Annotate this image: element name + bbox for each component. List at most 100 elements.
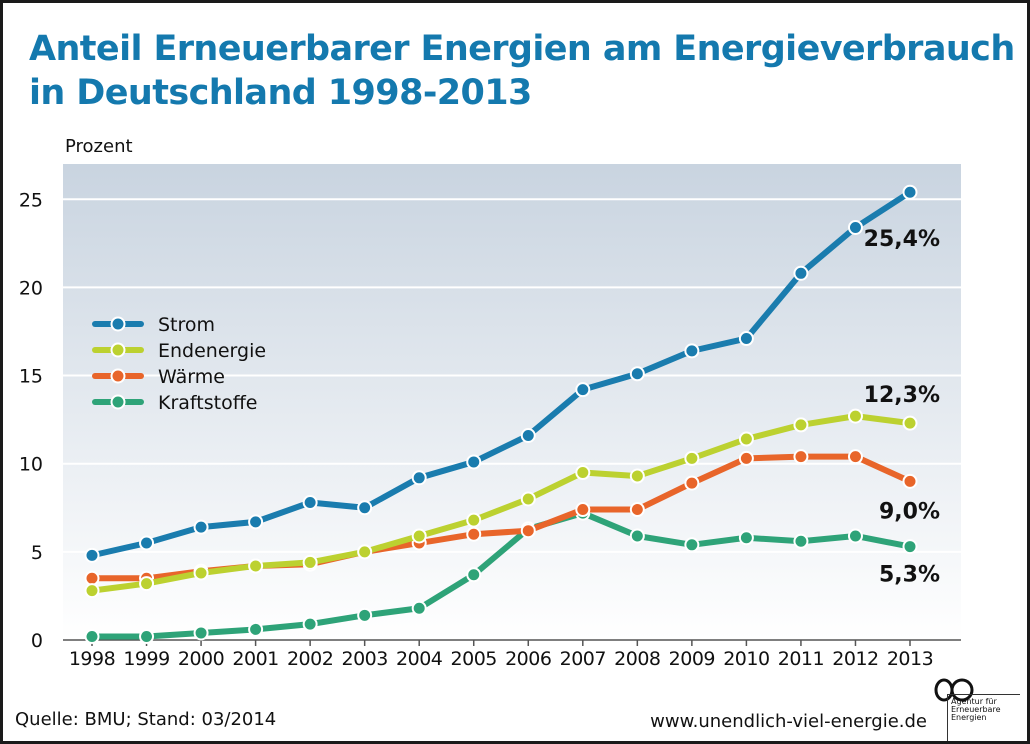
data-point-endenergie-2006 — [520, 491, 536, 507]
legend-swatch-dot-endenergie — [110, 342, 126, 358]
x-tick-label-2008: 2008 — [614, 648, 660, 670]
y-tick-label-15: 15 — [19, 366, 43, 388]
data-point-strom-1998 — [84, 547, 100, 563]
legend-label-w-rme: Wärme — [158, 366, 225, 388]
legend-item-w-rme: Wärme — [92, 366, 225, 388]
legend-swatch-dot-w-rme — [110, 368, 126, 384]
chart-title: Anteil Erneuerbarer Energien am Energiev… — [29, 27, 1015, 115]
y-tick-label-5: 5 — [31, 542, 43, 564]
end-label-w-rme: 9,0% — [879, 499, 940, 524]
data-point-endenergie-2011 — [793, 417, 809, 433]
series-endenergie — [84, 408, 918, 599]
series-line-kraftstoffe — [89, 510, 913, 640]
end-label-strom: 25,4% — [864, 227, 940, 252]
data-point-kraftstoffe-2011 — [793, 533, 809, 549]
data-point-endenergie-2009 — [684, 450, 700, 466]
data-point-kraftstoffe-1998 — [84, 628, 100, 644]
x-tick-label-2007: 2007 — [560, 648, 606, 670]
data-point-strom-2001 — [248, 514, 264, 530]
x-tick-label-2005: 2005 — [451, 648, 497, 670]
data-point-strom-2007 — [575, 382, 591, 398]
end-label-endenergie: 12,3% — [864, 383, 940, 408]
data-point-kraftstoffe-2008 — [629, 528, 645, 544]
data-point-kraftstoffe-2010 — [738, 530, 754, 546]
data-point-kraftstoffe-2000 — [193, 625, 209, 641]
data-point-kraftstoffe-1999 — [139, 628, 155, 644]
legend-item-strom: Strom — [92, 314, 215, 336]
data-point-kraftstoffe-2009 — [684, 537, 700, 553]
data-point-strom-2009 — [684, 343, 700, 359]
data-point-kraftstoffe-2001 — [248, 621, 264, 637]
data-point-kraftstoffe-2004 — [411, 600, 427, 616]
data-point-endenergie-2012 — [847, 408, 863, 424]
logo-frame — [947, 694, 1020, 741]
data-point-endenergie-2003 — [357, 544, 373, 560]
data-point-strom-2003 — [357, 500, 373, 516]
logo-text: Agentur für Erneuerbare Energien — [951, 698, 1021, 722]
end-label-kraftstoffe: 5,3% — [879, 563, 940, 588]
legend-item-endenergie: Endenergie — [92, 340, 266, 362]
data-point-kraftstoffe-2002 — [302, 616, 318, 632]
data-point-w-rme-2011 — [793, 449, 809, 465]
legend-label-strom: Strom — [158, 314, 215, 336]
x-tick-label-1998: 1998 — [69, 648, 115, 670]
data-point-endenergie-1998 — [84, 583, 100, 599]
data-point-strom-2006 — [520, 427, 536, 443]
source-note: Quelle: BMU; Stand: 03/2014 — [15, 709, 277, 730]
series-strom — [84, 184, 918, 563]
data-point-w-rme-2013 — [902, 473, 918, 489]
x-tick-label-2003: 2003 — [341, 648, 387, 670]
series-kraftstoffe — [84, 505, 918, 644]
legend-swatch-dot-kraftstoffe — [110, 394, 126, 410]
data-point-endenergie-2010 — [738, 431, 754, 447]
data-point-endenergie-2005 — [466, 512, 482, 528]
data-point-kraftstoffe-2003 — [357, 607, 373, 623]
data-point-kraftstoffe-2012 — [847, 528, 863, 544]
x-tick-label-2011: 2011 — [778, 648, 824, 670]
plot-area — [63, 164, 961, 640]
data-point-strom-1999 — [139, 535, 155, 551]
legend-label-endenergie: Endenergie — [158, 340, 266, 362]
legend-swatch-dot-strom — [110, 316, 126, 332]
data-point-strom-2002 — [302, 494, 318, 510]
y-tick-label-10: 10 — [19, 454, 43, 476]
data-point-endenergie-2002 — [302, 554, 318, 570]
data-point-w-rme-2009 — [684, 475, 700, 491]
x-tick-label-2004: 2004 — [396, 648, 443, 670]
x-tick-label-2012: 2012 — [832, 648, 878, 670]
data-point-w-rme-2012 — [847, 449, 863, 465]
series-line-endenergie — [89, 413, 913, 594]
x-tick-label-2002: 2002 — [287, 648, 333, 670]
legend-label-kraftstoffe: Kraftstoffe — [158, 392, 257, 414]
data-point-w-rme-2007 — [575, 502, 591, 518]
data-point-strom-2004 — [411, 470, 427, 486]
data-point-kraftstoffe-2013 — [902, 539, 918, 555]
data-point-w-rme-2010 — [738, 450, 754, 466]
data-point-strom-2012 — [847, 219, 863, 235]
website-link[interactable]: www.unendlich-viel-energie.de — [650, 711, 927, 732]
infinity-icon — [934, 678, 974, 702]
data-point-endenergie-2000 — [193, 565, 209, 581]
y-axis-label: Prozent — [65, 136, 133, 157]
logo-text-line-2: Erneuerbare — [951, 705, 1001, 714]
chart-title-line-2: in Deutschland 1998-2013 — [29, 73, 532, 113]
data-point-w-rme-2006 — [520, 523, 536, 539]
data-point-strom-2013 — [902, 184, 918, 200]
y-tick-label-20: 20 — [19, 277, 43, 299]
data-point-kraftstoffe-2005 — [466, 567, 482, 583]
data-point-endenergie-2001 — [248, 558, 264, 574]
data-point-endenergie-1999 — [139, 576, 155, 592]
data-point-w-rme-1998 — [84, 570, 100, 586]
x-tick-label-2013: 2013 — [887, 648, 933, 670]
line-chart: Prozent 0 5 10 15 20 25 1998 1999 2000 2001 2002 200… — [19, 136, 961, 670]
data-point-strom-2010 — [738, 331, 754, 347]
legend-item-kraftstoffe: Kraftstoffe — [92, 392, 257, 414]
data-point-strom-2000 — [193, 519, 209, 535]
agency-logo: Agentur für Erneuerbare Energien — [927, 676, 1023, 741]
data-point-endenergie-2004 — [411, 528, 427, 544]
x-tick-label-2009: 2009 — [669, 648, 715, 670]
data-point-endenergie-2007 — [575, 465, 591, 481]
chart-title-line-1: Anteil Erneuerbarer Energien am Energiev… — [29, 29, 1015, 69]
data-point-strom-2011 — [793, 265, 809, 281]
